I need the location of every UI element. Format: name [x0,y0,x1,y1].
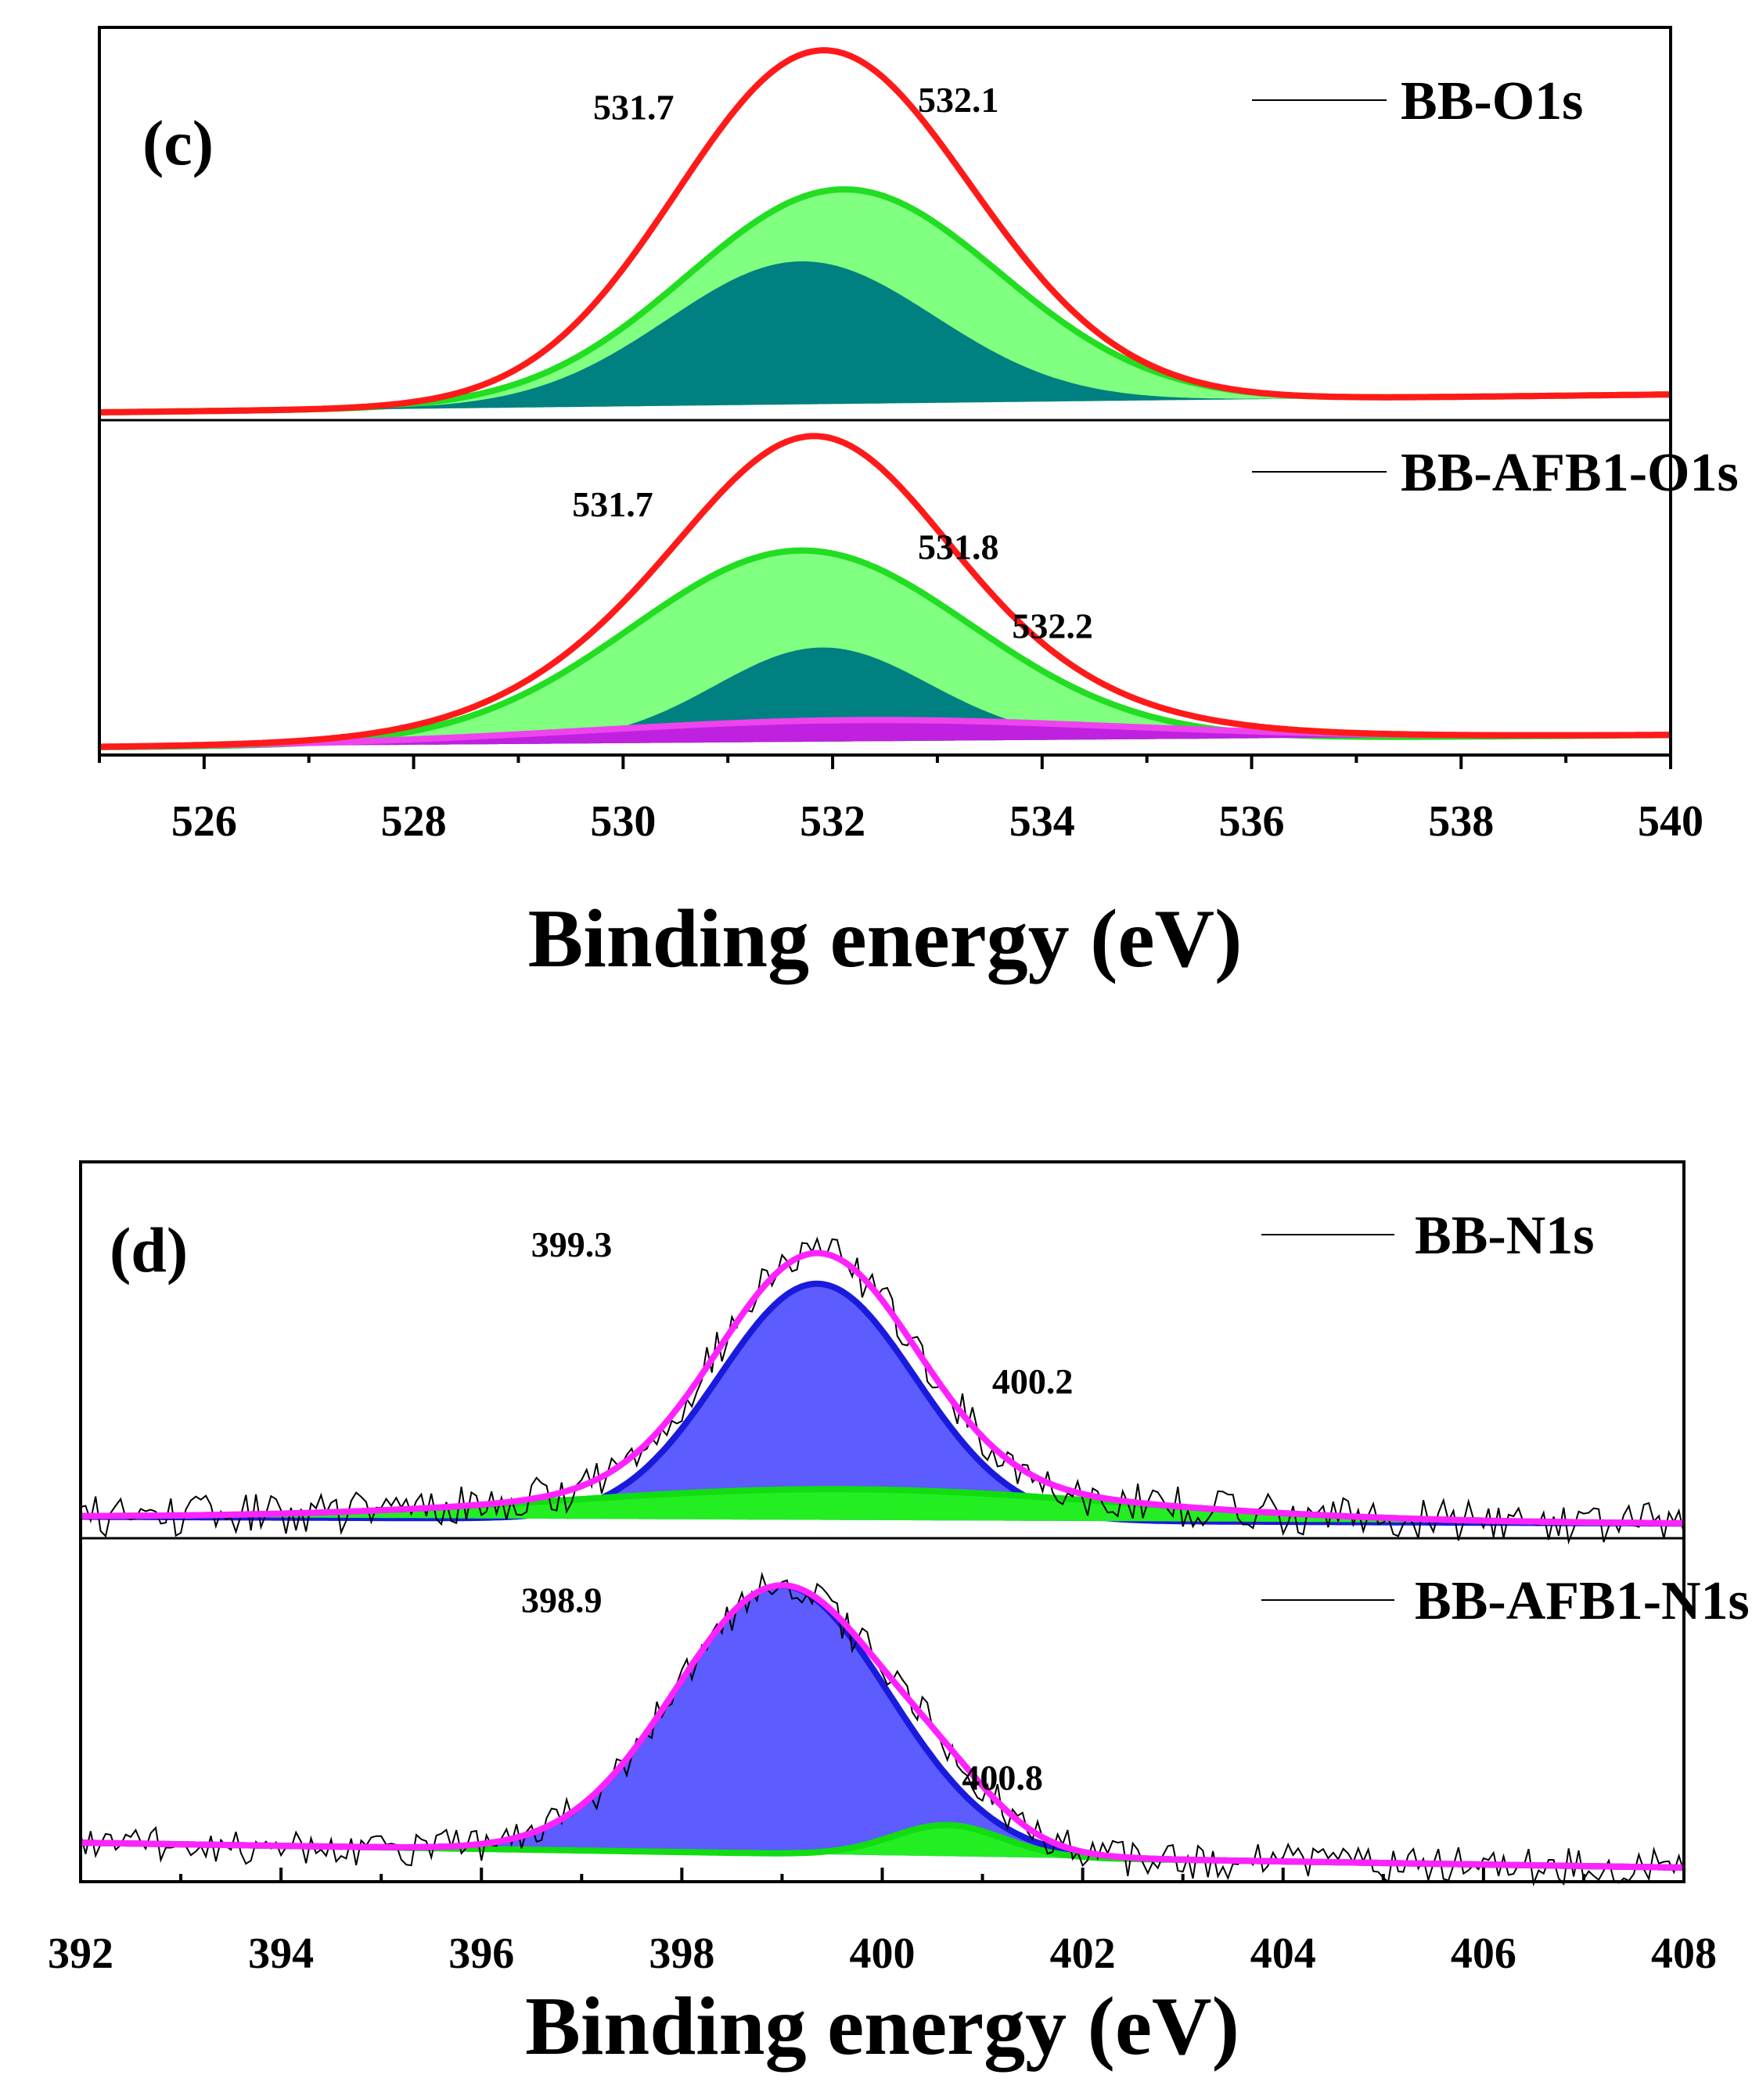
peak-label: 400.8 [962,1757,1043,1797]
peak-label: 400.2 [992,1361,1074,1401]
component-fill-532.2 [99,720,1671,747]
x-tick-label: 532 [800,797,865,846]
legend-label: BB-AFB1-O1s [1401,443,1739,503]
x-tick-label: 538 [1428,797,1494,846]
x-tick-label: 526 [171,797,237,846]
x-tick-label: 402 [1050,1929,1116,1978]
x-tick-label: 528 [381,797,447,846]
component-fill-531.7 [99,261,1671,412]
component-fill-531.7 [99,550,1671,747]
component-fill-399.3 [81,1283,1684,1524]
component-fill-531.8 [99,647,1671,747]
component-fill-398.9 [81,1585,1684,1868]
legend-label: BB-N1s [1415,1206,1594,1266]
legend-label: BB-O1s [1401,71,1583,131]
peak-label: 531.7 [593,87,675,127]
x-tick-label: 394 [248,1929,314,1978]
peak-label: 399.3 [531,1224,613,1264]
x-tick-label: 398 [649,1929,714,1978]
subplot-1-1: BB-AFB1-N1s 398.9 400.8 [80,1571,1750,1887]
component-fill-400.8 [81,1825,1684,1868]
x-tick-label: 392 [48,1929,113,1978]
x-tick-label: 400 [850,1929,916,1978]
envelope-line [81,1250,1685,1526]
peak-label: 531.8 [918,527,999,566]
panel-0: BB-O1s 531.7 532.1 BB-AFB1-O1s 531.7 531.8 532… [98,26,1739,984]
legend-label: BB-AFB1-N1s [1415,1571,1750,1631]
panel-1: BB-N1s 399.3 400.2 BB-AFB1-N1s 398.9 400.8 392… [48,1160,1750,2072]
peak-label: 398.9 [521,1580,603,1620]
peak-label: 531.7 [572,484,653,524]
envelope-line [81,1582,1684,1871]
panel-label: (c) [142,107,214,178]
x-axis-label: Binding energy (eV) [525,1980,1239,2072]
subplot-1-0: BB-N1s 399.3 400.2 [80,1206,1685,1545]
x-tick-label: 534 [1009,797,1075,846]
peak-label: 532.2 [1012,606,1093,645]
subplot-0-0: BB-O1s 531.7 532.1 [99,47,1671,415]
x-tick-label: 540 [1638,797,1703,846]
x-tick-label: 396 [448,1929,514,1978]
x-tick-label: 536 [1219,797,1285,846]
x-tick-label: 404 [1250,1929,1316,1978]
plot-frame [98,26,1672,757]
subplot-0-1: BB-AFB1-O1s 531.7 531.8 532.2 [99,433,1739,750]
x-tick-label: 408 [1651,1929,1717,1978]
x-axis-label: Binding energy (eV) [528,893,1243,984]
peak-label: 532.1 [918,80,999,120]
panel-label: (d) [110,1214,188,1286]
envelope-line [99,433,1671,750]
envelope-line [99,47,1671,415]
x-tick-label: 406 [1451,1929,1516,1978]
x-tick-label: 530 [590,797,656,846]
